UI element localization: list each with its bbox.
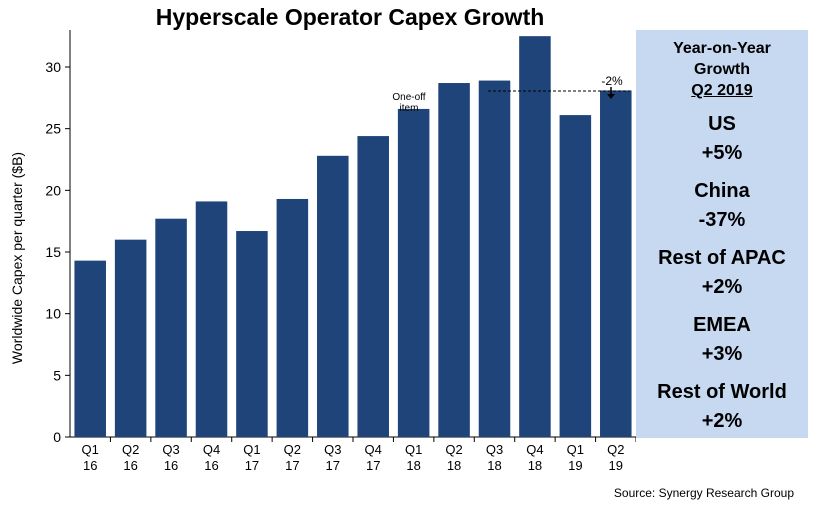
panel-heading: Year-on-Year Growth Q2 2019 bbox=[636, 38, 808, 101]
x-tick-label-quarter: Q3 bbox=[162, 442, 179, 457]
bar bbox=[600, 90, 632, 437]
x-tick-label-quarter: Q2 bbox=[122, 442, 139, 457]
chart-bars bbox=[74, 36, 632, 438]
bar bbox=[559, 115, 592, 437]
y-tick-label: 5 bbox=[53, 367, 61, 383]
panel-heading-period: Q2 2019 bbox=[691, 82, 753, 99]
region-emea: EMEA +3% bbox=[636, 311, 808, 369]
panel-heading-line2: Growth bbox=[694, 61, 750, 78]
y-tick-label: 25 bbox=[45, 121, 61, 137]
x-tick-label-year: 18 bbox=[487, 458, 501, 473]
one-off-label-line2: item bbox=[400, 103, 419, 114]
x-tick-label-year: 16 bbox=[204, 458, 218, 473]
x-tick-label-year: 17 bbox=[285, 458, 299, 473]
source-note: Source: Synergy Research Group bbox=[613, 486, 794, 500]
bar bbox=[519, 36, 551, 438]
x-tick-label-year: 18 bbox=[528, 458, 542, 473]
bar bbox=[195, 201, 228, 437]
panel-heading-line1: Year-on-Year bbox=[673, 40, 771, 57]
bar bbox=[397, 108, 430, 437]
x-tick-label-quarter: Q2 bbox=[445, 442, 462, 457]
region-growth: +5% bbox=[701, 142, 743, 164]
x-tick-label-year: 17 bbox=[245, 458, 259, 473]
chart-axes bbox=[69, 30, 636, 438]
x-tick-label-quarter: Q3 bbox=[324, 442, 341, 457]
y-axis-label: Worldwide Capex per quarter ($B) bbox=[9, 152, 25, 364]
y-tick-label: 0 bbox=[53, 429, 61, 445]
bar bbox=[74, 260, 106, 437]
bar bbox=[478, 80, 511, 438]
x-tick-label-quarter: Q2 bbox=[607, 442, 624, 457]
x-tick-label-year: 16 bbox=[123, 458, 137, 473]
y-tick-label: 15 bbox=[45, 244, 61, 260]
region-rest-of-apac: Rest of APAC +2% bbox=[636, 244, 808, 302]
chart-annotations: -2% One-off item bbox=[392, 74, 630, 114]
region-name: Rest of World bbox=[657, 381, 787, 403]
x-tick-label-year: 16 bbox=[83, 458, 97, 473]
region-name: China bbox=[694, 180, 750, 202]
bar bbox=[438, 83, 470, 438]
x-tick-label-year: 19 bbox=[568, 458, 582, 473]
x-tick-labels: Q116Q216Q316Q416Q117Q217Q317Q417Q118Q218… bbox=[82, 437, 636, 473]
yoy-growth-panel: Year-on-Year Growth Q2 2019 US +5% China… bbox=[636, 30, 808, 438]
bar bbox=[155, 218, 187, 437]
y-tick-labels: 0 5 10 15 20 25 30 bbox=[45, 59, 70, 445]
x-tick-label-year: 17 bbox=[366, 458, 380, 473]
bar bbox=[276, 198, 309, 437]
x-tick-label-quarter: Q3 bbox=[486, 442, 503, 457]
bar-chart: Q116Q216Q316Q416Q117Q217Q317Q417Q118Q218… bbox=[9, 30, 636, 473]
one-off-label-line1: One-off bbox=[392, 92, 425, 103]
y-tick-label: 20 bbox=[45, 182, 61, 198]
x-tick-label-quarter: Q1 bbox=[243, 442, 260, 457]
region-us: US +5% bbox=[636, 110, 808, 168]
change-arrow-head bbox=[607, 94, 615, 99]
change-annotation: -2% bbox=[601, 74, 623, 88]
x-tick-label-year: 18 bbox=[447, 458, 461, 473]
x-tick-label-year: 17 bbox=[326, 458, 340, 473]
x-tick-label-quarter: Q4 bbox=[365, 442, 382, 457]
x-tick-label-quarter: Q1 bbox=[567, 442, 584, 457]
x-tick-label-quarter: Q1 bbox=[82, 442, 99, 457]
x-tick-label-quarter: Q1 bbox=[405, 442, 422, 457]
x-tick-label-year: 19 bbox=[609, 458, 623, 473]
y-tick-label: 10 bbox=[45, 306, 61, 322]
chart-title: Hyperscale Operator Capex Growth bbox=[155, 4, 545, 30]
x-tick-label-year: 16 bbox=[164, 458, 178, 473]
x-tick-label-quarter: Q4 bbox=[203, 442, 220, 457]
x-tick-label-year: 18 bbox=[406, 458, 420, 473]
region-name: US bbox=[708, 113, 736, 135]
x-tick-label-quarter: Q2 bbox=[284, 442, 301, 457]
bar bbox=[236, 231, 268, 437]
region-china: China -37% bbox=[636, 177, 808, 235]
region-name: Rest of APAC bbox=[658, 247, 786, 269]
y-tick-label: 30 bbox=[45, 59, 61, 75]
region-growth: -37% bbox=[698, 209, 746, 231]
bar bbox=[114, 239, 147, 437]
region-growth: +2% bbox=[701, 410, 743, 432]
region-rest-of-world: Rest of World +2% bbox=[636, 378, 808, 436]
region-name: EMEA bbox=[693, 314, 751, 336]
region-growth: +2% bbox=[701, 276, 743, 298]
bar bbox=[357, 136, 389, 438]
bar bbox=[317, 155, 349, 438]
region-growth: +3% bbox=[701, 343, 743, 365]
x-tick-label-quarter: Q4 bbox=[526, 442, 543, 457]
